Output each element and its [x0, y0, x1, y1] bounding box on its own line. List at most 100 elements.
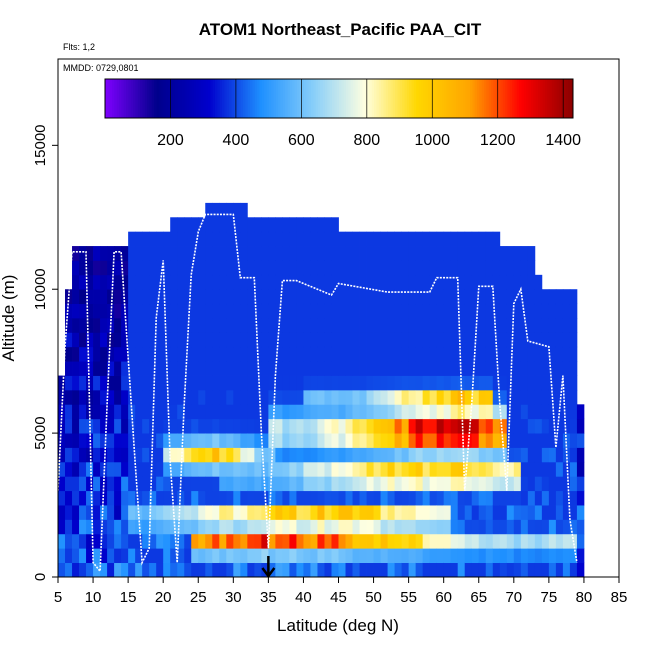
heatmap-cell: [289, 303, 297, 319]
colorbar-segment: [465, 79, 469, 118]
heatmap-cell: [135, 246, 143, 261]
colorbar-segment: [135, 79, 139, 118]
heatmap-cell: [457, 389, 466, 405]
heatmap-cell: [380, 260, 388, 276]
heatmap-cell: [275, 389, 283, 405]
heatmap-cell: [541, 490, 550, 506]
colorbar-segment: [287, 79, 291, 118]
heatmap-cell: [443, 433, 452, 448]
heatmap-cell: [576, 447, 585, 463]
heatmap-cell: [569, 375, 578, 391]
heatmap-cell: [436, 231, 445, 247]
heatmap-cell: [177, 418, 185, 434]
heatmap-cell: [121, 404, 129, 420]
heatmap-cell: [72, 505, 80, 520]
colorbar-segment: [105, 79, 108, 118]
heatmap-cell: [520, 548, 529, 564]
heatmap-cell: [380, 461, 388, 477]
heatmap-cell: [79, 361, 87, 376]
heatmap-cell: [366, 519, 374, 535]
heatmap-cell: [205, 318, 213, 333]
heatmap-cell: [422, 533, 431, 549]
heatmap-cell: [149, 318, 157, 333]
heatmap-cell: [422, 447, 431, 463]
heatmap-cell: [345, 404, 353, 420]
heatmap-cell: [415, 519, 424, 535]
colorbar-segment: [264, 79, 267, 118]
heatmap-cell: [457, 346, 466, 362]
colorbar-segment: [528, 79, 532, 118]
heatmap-cell: [527, 404, 536, 420]
heatmap-cell: [331, 562, 339, 578]
heatmap-cell: [415, 346, 424, 362]
heatmap-cell: [128, 461, 136, 477]
heatmap-cell: [177, 303, 185, 319]
heatmap-cell: [450, 476, 459, 492]
heatmap-cell: [296, 303, 304, 319]
heatmap-cell: [506, 476, 515, 492]
heatmap-cell: [261, 389, 269, 405]
heatmap-cell: [93, 274, 101, 290]
heatmap-cell: [170, 447, 178, 463]
heatmap-cell: [408, 461, 417, 477]
heatmap-cell: [443, 318, 452, 333]
heatmap-cell: [219, 202, 227, 218]
heatmap-cell: [191, 346, 199, 362]
colorbar-segment: [163, 79, 167, 118]
heatmap-cell: [548, 418, 557, 434]
heatmap-cell: [296, 519, 304, 535]
heatmap-cell: [240, 274, 248, 290]
heatmap-cell: [142, 246, 150, 261]
heatmap-cell: [338, 346, 346, 362]
heatmap-cell: [128, 533, 136, 549]
heatmap-cell: [401, 476, 410, 492]
heatmap-cell: [422, 289, 431, 305]
heatmap-cell: [100, 505, 108, 520]
heatmap-cell: [282, 361, 290, 376]
heatmap-cell: [128, 418, 136, 434]
heatmap-cell: [520, 260, 529, 276]
heatmap-cell: [555, 418, 564, 434]
heatmap-cell: [184, 533, 192, 549]
heatmap-cell: [65, 519, 73, 535]
heatmap-cell: [289, 260, 297, 276]
heatmap-cell: [142, 505, 150, 520]
heatmap-cell: [177, 318, 185, 333]
heatmap-cell: [422, 303, 431, 319]
colorbar-segment: [350, 79, 354, 118]
heatmap-cell: [373, 533, 381, 549]
heatmap-cell: [506, 346, 515, 362]
colorbar-segment: [493, 79, 497, 118]
heatmap-cell: [149, 476, 157, 492]
colorbar-segment: [271, 79, 274, 118]
heatmap-cell: [527, 274, 536, 290]
heatmap-cell: [296, 490, 304, 506]
heatmap-cell: [562, 461, 571, 477]
colorbar-segment: [179, 79, 183, 118]
heatmap-cell: [163, 303, 171, 319]
heatmap-cell: [408, 389, 417, 405]
heatmap-cell: [86, 519, 94, 535]
colorbar-segment: [381, 79, 384, 118]
heatmap-cell: [527, 505, 536, 520]
heatmap-cell: [485, 418, 494, 434]
heatmap-cell: [506, 519, 515, 535]
heatmap-cell: [499, 433, 508, 448]
heatmap-cell: [100, 246, 108, 261]
colorbar-segment: [458, 79, 462, 118]
heatmap-cell: [520, 505, 529, 520]
heatmap-cell: [142, 476, 150, 492]
heatmap-cell: [198, 274, 206, 290]
heatmap-cell: [422, 346, 431, 362]
colorbar-segment: [299, 79, 303, 118]
heatmap-cell: [541, 548, 550, 564]
heatmap-cell: [219, 461, 227, 477]
heatmap-cell: [86, 476, 94, 492]
heatmap-cell: [373, 418, 381, 434]
heatmap-cell: [142, 490, 150, 506]
y-tick-label: 0: [32, 573, 49, 581]
heatmap-cell: [450, 361, 459, 376]
heatmap-cell: [247, 404, 255, 420]
heatmap-cell: [303, 490, 311, 506]
heatmap-cell: [177, 404, 185, 420]
